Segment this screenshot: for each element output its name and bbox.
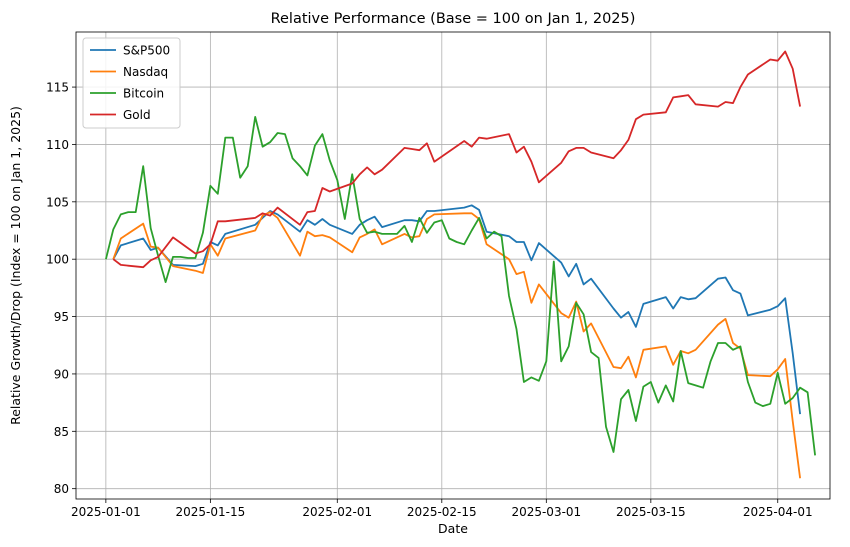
legend: S&P500 Nasdaq Bitcoin Gold [82, 37, 181, 129]
x-tick-label: 2025-03-15 [616, 505, 686, 519]
chart-title: Relative Performance (Base = 100 on Jan … [271, 11, 636, 27]
y-axis-ticks: 80 85 90 95 100 105 110 115 [46, 81, 76, 496]
x-tick-label: 2025-02-15 [407, 505, 477, 519]
series-line-nasdaq [112, 211, 801, 479]
y-tick-label: 115 [46, 81, 69, 95]
legend-label: S&P500 [123, 44, 170, 58]
y-tick-label: 95 [54, 310, 69, 324]
plot-frame [75, 31, 831, 500]
y-axis-label: Relative Growth/Drop (Index = 100 on Jan… [8, 106, 23, 425]
legend-label: Bitcoin [123, 87, 164, 101]
x-tick-label: 2025-01-01 [71, 505, 141, 519]
x-axis-label: Date [438, 521, 468, 536]
legend-label: Nasdaq [123, 65, 168, 79]
legend-label: Gold [123, 108, 151, 122]
y-tick-label: 90 [54, 367, 69, 381]
y-tick-label: 100 [46, 253, 69, 267]
x-tick-label: 2025-01-15 [176, 505, 246, 519]
series-line-s-p500 [112, 204, 801, 415]
y-tick-label: 85 [54, 425, 69, 439]
series-lines [105, 50, 816, 479]
x-tick-label: 2025-02-01 [302, 505, 372, 519]
y-tick-label: 110 [46, 138, 69, 152]
x-tick-label: 2025-03-01 [511, 505, 581, 519]
series-line-bitcoin [105, 116, 816, 456]
grid [76, 32, 830, 499]
x-axis-ticks: 2025-01-01 2025-01-15 2025-02-01 2025-02-15… [71, 499, 813, 519]
y-tick-label: 105 [46, 195, 69, 209]
y-tick-label: 80 [54, 482, 69, 496]
series-line-gold [112, 50, 801, 269]
x-tick-label: 2025-04-01 [743, 505, 813, 519]
legend-box [82, 37, 181, 129]
